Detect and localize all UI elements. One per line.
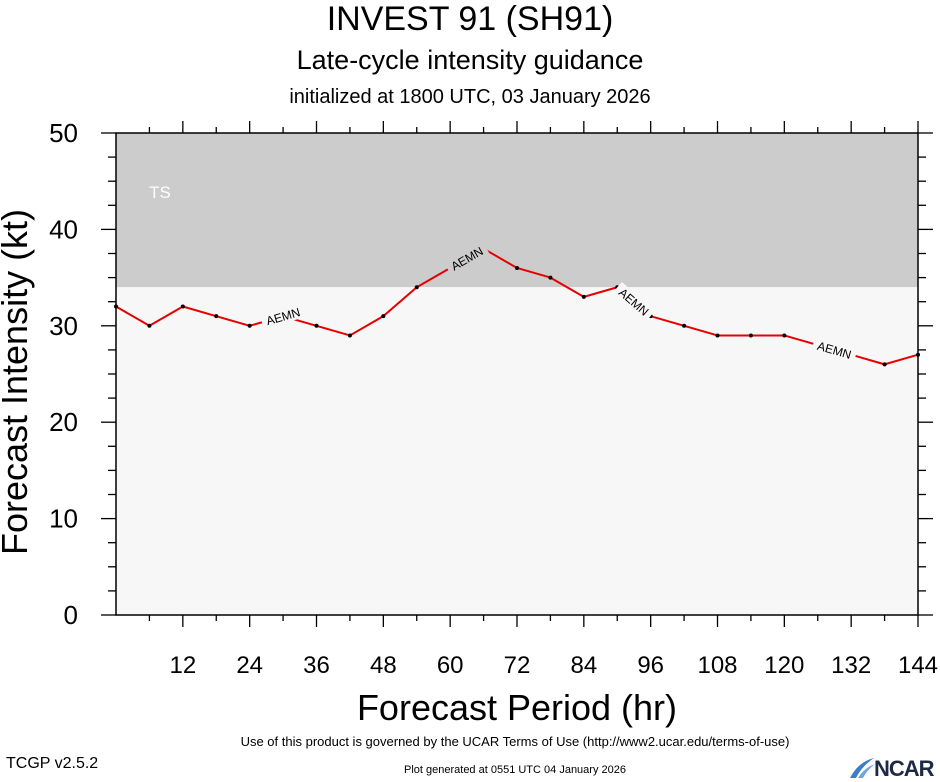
series-label-bg <box>444 241 490 276</box>
y-tick-label: 50 <box>49 118 78 148</box>
x-tick-label: 12 <box>169 652 196 679</box>
version-label: TCGP v2.5.2 <box>6 755 99 772</box>
x-tick-label: 24 <box>236 652 263 679</box>
x-tick-label: 48 <box>370 652 397 679</box>
axis-tick-labels: 12 24 36 48 60 72 84 96 108 120 132 144 0 10 20 30 40 50 <box>49 118 938 679</box>
ncar-logo: NCAR <box>848 756 940 781</box>
y-tick-label: 40 <box>49 214 78 244</box>
x-tick-label: 144 <box>898 652 938 679</box>
ncar-logo-text: NCAR <box>874 756 935 781</box>
data-point <box>782 333 787 338</box>
axis-ticks <box>101 121 933 627</box>
x-tick-label: 84 <box>570 652 597 679</box>
intensity-bands <box>116 133 918 615</box>
band-label-ts: TS <box>149 183 171 202</box>
x-tick-label: 108 <box>697 652 737 679</box>
band-ts <box>116 133 918 288</box>
ncar-swoosh-icon <box>850 758 875 778</box>
data-point <box>414 285 419 290</box>
data-point <box>548 275 553 280</box>
y-tick-label: 10 <box>49 504 78 534</box>
y-axis-label: Forecast Intensity (kt) <box>0 209 35 555</box>
band-labels: TS <box>149 183 171 202</box>
data-point <box>515 265 519 270</box>
data-point <box>581 294 586 299</box>
data-point <box>347 333 352 338</box>
x-tick-label: 96 <box>637 652 664 679</box>
generated-time: Plot generated at 0551 UTC 04 January 20… <box>404 764 626 776</box>
data-point <box>748 333 753 338</box>
y-tick-label: 20 <box>49 407 78 437</box>
data-point <box>882 362 887 367</box>
x-tick-label: 60 <box>437 652 464 679</box>
data-point <box>314 323 319 328</box>
data-point <box>214 314 219 319</box>
data-point <box>682 323 687 328</box>
x-tick-label: 132 <box>831 652 871 679</box>
x-tick-label: 72 <box>504 652 531 679</box>
init-time: initialized at 1800 UTC, 03 January 2026 <box>289 86 651 108</box>
x-tick-label: 120 <box>764 652 804 679</box>
data-point <box>715 333 720 338</box>
data-point <box>180 304 185 309</box>
y-tick-label: 30 <box>49 311 78 341</box>
y-tick-label: 0 <box>64 600 78 630</box>
terms-of-use: Use of this product is governed by the U… <box>240 734 790 749</box>
x-tick-label: 36 <box>303 652 330 679</box>
data-point <box>247 323 252 328</box>
series-label-bg <box>260 303 307 329</box>
data-point <box>381 314 386 319</box>
series-label-bg <box>811 337 858 363</box>
chart-title: INVEST 91 (SH91) <box>326 0 614 38</box>
x-axis-label: Forecast Period (hr) <box>357 687 677 728</box>
chart-subtitle: Late-cycle intensity guidance <box>296 45 644 75</box>
data-point <box>147 323 152 328</box>
series-label-bg <box>612 282 656 322</box>
band-below-ts <box>116 287 918 615</box>
